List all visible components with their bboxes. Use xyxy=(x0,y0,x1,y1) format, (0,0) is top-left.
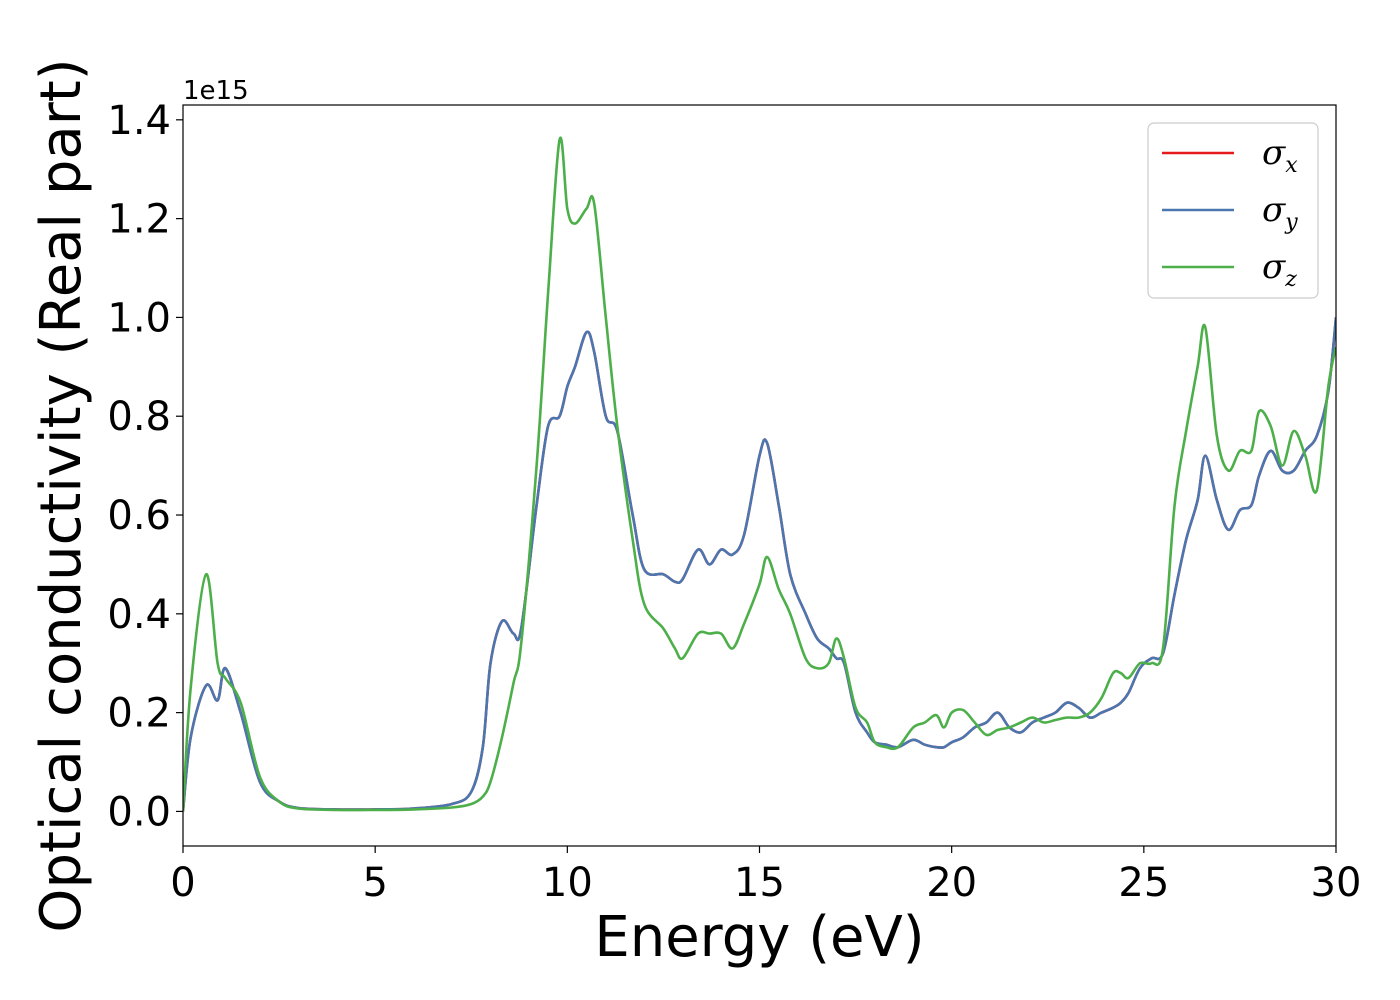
y-tick-label: 0.0 xyxy=(107,789,171,835)
series-line-sigma-y xyxy=(183,317,1336,812)
x-tick-label: 20 xyxy=(926,860,977,906)
y-tick-label: 1.0 xyxy=(107,295,171,341)
x-tick-label: 10 xyxy=(542,860,593,906)
series-layer xyxy=(183,136,1336,812)
y-offset-label: 1e15 xyxy=(183,76,249,106)
y-tick-label: 1.2 xyxy=(107,197,171,243)
legend: σx σy σz xyxy=(1147,122,1319,299)
x-axis: 0 5 10 15 20 25 30 xyxy=(170,846,1361,906)
x-tick-label: 15 xyxy=(734,860,785,906)
x-tick-label: 0 xyxy=(170,860,195,906)
legend-entry-sigma-x: σx xyxy=(1262,133,1298,178)
y-tick-label: 0.4 xyxy=(107,592,171,638)
legend-entry-sigma-y: σy xyxy=(1262,190,1298,235)
y-axis-title: Optical conductivity (Real part) xyxy=(29,58,94,932)
y-axis: 0.0 0.2 0.4 0.6 0.8 1.0 1.2 1.4 xyxy=(107,98,183,835)
y-tick-label: 0.2 xyxy=(107,691,171,737)
series-line-sigma-z xyxy=(183,136,1336,812)
y-tick-label: 0.8 xyxy=(107,394,171,440)
x-tick-label: 25 xyxy=(1118,860,1169,906)
x-axis-title: Energy (eV) xyxy=(594,905,924,970)
legend-entry-sigma-z: σz xyxy=(1262,247,1297,292)
plot-area xyxy=(183,105,1336,846)
x-tick-label: 30 xyxy=(1311,860,1362,906)
y-tick-label: 1.4 xyxy=(107,98,171,144)
y-tick-label: 0.6 xyxy=(107,493,171,539)
x-tick-label: 5 xyxy=(362,860,387,906)
